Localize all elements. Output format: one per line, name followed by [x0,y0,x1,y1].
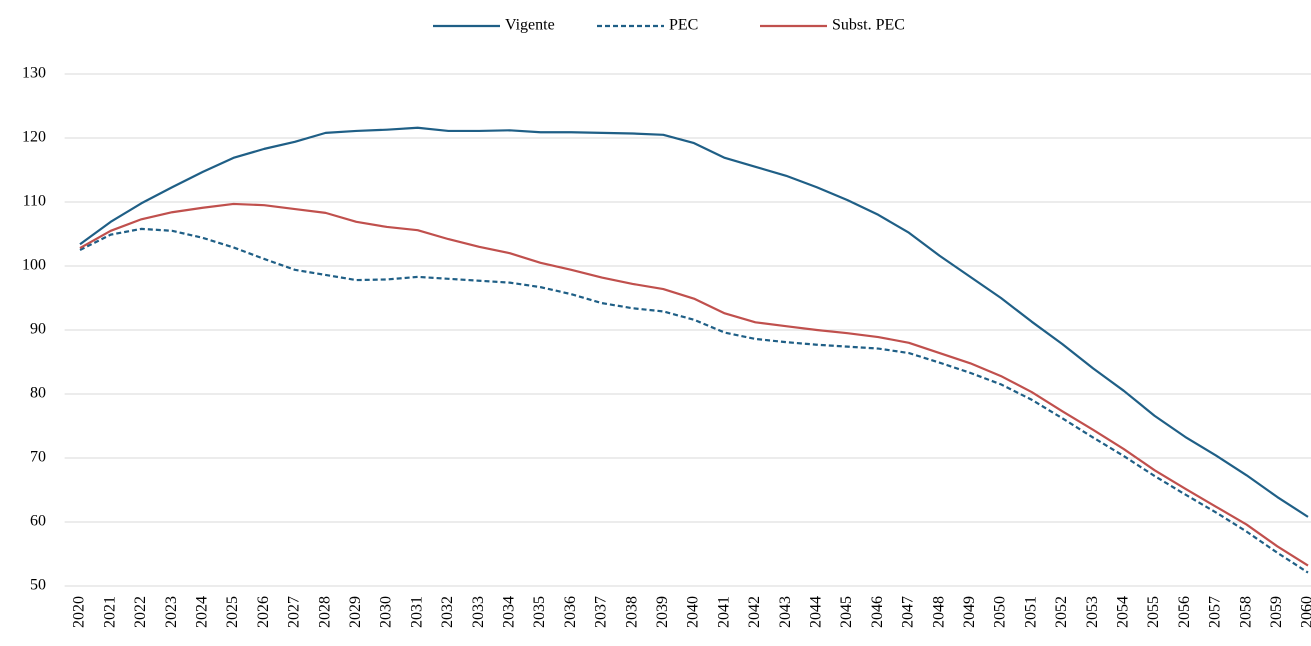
x-tick-label: 2038 [623,596,640,628]
x-tick-label: 2052 [1053,596,1070,628]
x-tick-label: 2035 [531,596,548,628]
x-tick-label: 2051 [1022,596,1039,628]
line-series [79,126,1309,518]
legend-label: Vigente [505,17,555,34]
x-tick-label: 2026 [255,596,272,628]
y-tick-label: 60 [30,513,46,530]
x-tick-label: 2023 [163,596,180,628]
x-tick-label: 2049 [961,596,978,628]
x-tick-label: 2029 [347,596,364,628]
x-tick-label: 2041 [715,596,732,628]
x-tick-label: 2027 [286,596,303,628]
x-tick-label: 2060 [1299,596,1311,628]
x-tick-label: 2024 [193,596,210,628]
y-tick-label: 100 [22,257,46,274]
x-tick-label: 2056 [1176,596,1193,628]
x-tick-label: 2020 [71,596,88,628]
y-tick-label: 90 [30,321,46,338]
x-tick-label: 2028 [316,596,333,628]
x-tick-label: 2030 [378,596,395,628]
x-tick-label: 2032 [439,596,456,628]
x-tick-label: 2031 [408,596,425,628]
x-tick-label: 2043 [777,596,794,628]
y-tick-label: 50 [30,577,46,594]
x-tick-label: 2048 [930,596,947,628]
y-tick-label: 80 [30,385,46,402]
y-tick-label: 130 [22,65,46,82]
y-tick-label: 120 [22,129,46,146]
x-tick-label: 2036 [562,596,579,628]
line-series [79,202,1309,567]
x-tick-label: 2059 [1268,596,1285,628]
x-tick-label: 2053 [1084,596,1101,628]
x-tick-label: 2042 [746,596,763,628]
legend-label: PEC [669,17,698,34]
line-series [79,227,1309,574]
x-tick-label: 2022 [132,596,149,628]
y-tick-label: 70 [30,449,46,466]
x-tick-label: 2058 [1237,596,1254,628]
x-tick-label: 2047 [900,596,917,628]
y-tick-label: 110 [23,193,46,210]
x-tick-label: 2021 [101,596,118,628]
x-tick-label: 2055 [1145,596,1162,628]
x-tick-label: 2039 [654,596,671,628]
x-tick-label: 2025 [224,596,241,628]
x-tick-label: 2044 [807,596,824,628]
x-tick-label: 2033 [470,596,487,628]
x-tick-label: 2046 [869,596,886,628]
x-tick-label: 2040 [685,596,702,628]
x-tick-label: 2054 [1114,596,1131,628]
x-tick-label: 2037 [593,596,610,628]
x-tick-label: 2057 [1207,596,1224,628]
x-tick-label: 2034 [500,596,517,628]
x-tick-label: 2045 [838,596,855,628]
legend-label: Subst. PEC [832,17,905,34]
x-tick-label: 2050 [992,596,1009,628]
